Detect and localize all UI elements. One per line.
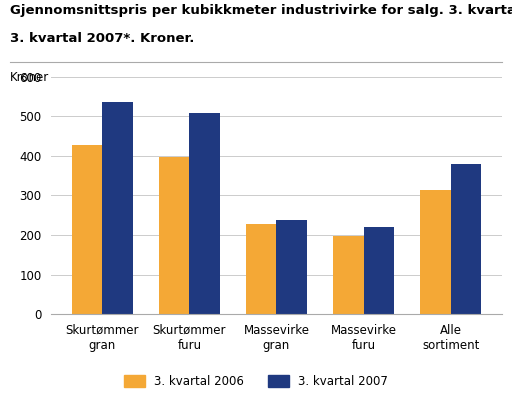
Bar [451, 164, 481, 314]
Bar [364, 227, 394, 314]
Legend: 3. kvartal 2006, 3. kvartal 2007: 3. kvartal 2006, 3. kvartal 2007 [119, 371, 393, 393]
Text: Kroner: Kroner [10, 71, 50, 83]
Bar [276, 220, 307, 314]
Bar [420, 190, 451, 314]
Bar [246, 224, 276, 314]
Text: 3. kvartal 2007*. Kroner.: 3. kvartal 2007*. Kroner. [10, 32, 195, 45]
Text: Gjennomsnittspris per kubikkmeter industrivirke for salg. 3. kvartal 2006* og: Gjennomsnittspris per kubikkmeter indust… [10, 4, 512, 17]
Bar [333, 236, 364, 314]
Bar [159, 157, 189, 314]
Bar [102, 102, 133, 314]
Bar [72, 145, 102, 314]
Bar [189, 112, 220, 314]
